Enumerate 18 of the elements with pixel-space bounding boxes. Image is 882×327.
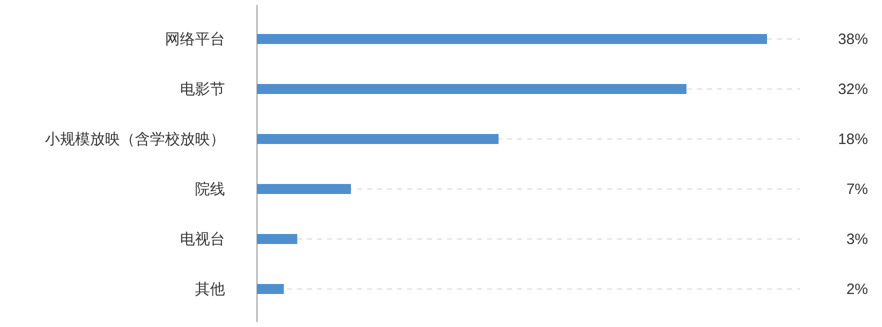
bar [257, 184, 351, 194]
bar [257, 284, 284, 294]
y-tick-label: 电影节 [180, 81, 225, 98]
y-tick-label: 院线 [195, 181, 225, 198]
data-label: 3% [846, 231, 868, 248]
bar [257, 234, 298, 244]
y-tick-label: 电视台 [180, 231, 225, 248]
data-label: 32% [838, 81, 868, 98]
y-tick-label: 其他 [195, 281, 225, 298]
bar [257, 84, 686, 94]
data-label: 2% [846, 281, 868, 298]
y-tick-label: 网络平台 [165, 31, 225, 48]
data-label: 38% [838, 31, 868, 48]
bar [257, 134, 499, 144]
bar [257, 34, 767, 44]
data-label: 7% [846, 181, 868, 198]
y-tick-label: 小规模放映（含学校放映） [45, 131, 225, 148]
data-label: 18% [838, 131, 868, 148]
